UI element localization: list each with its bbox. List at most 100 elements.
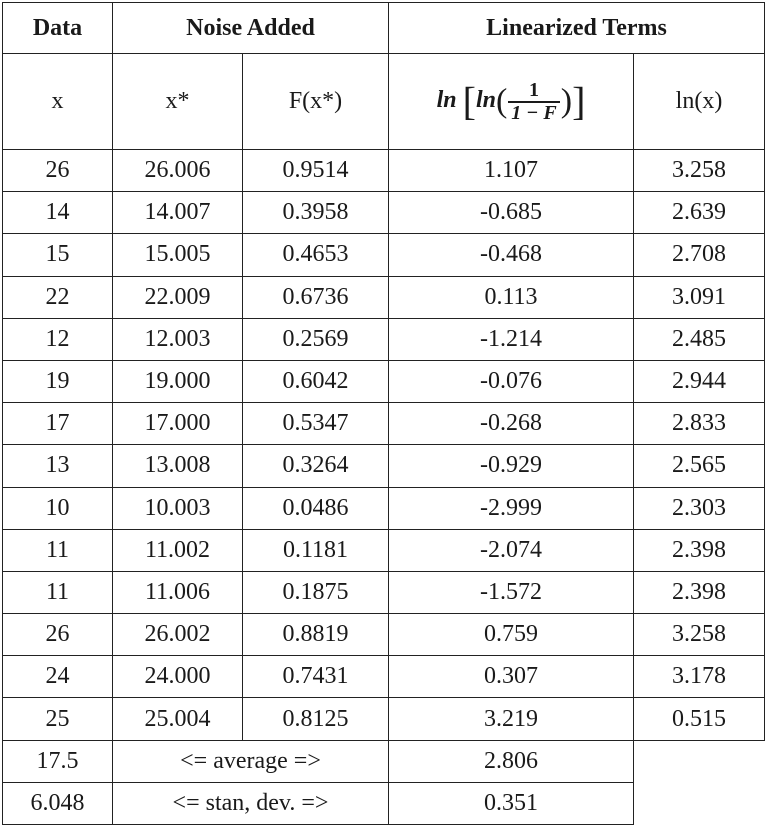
cell-f-x-star: 0.8125: [242, 697, 389, 741]
cell-lnln: -2.999: [388, 486, 634, 530]
table-row: 13 13.008 0.3264 -0.929 2.565: [2, 444, 765, 488]
cell-x: 25: [2, 697, 113, 741]
cell-lnln: 0.307: [388, 655, 634, 699]
cell-x: 12: [2, 317, 113, 361]
cell-ln-x: 2.708: [633, 233, 765, 277]
subheader-x-star: x*: [112, 53, 243, 150]
cell-x: 10: [2, 486, 113, 530]
table-row: 17 17.000 0.5347 -0.268 2.833: [2, 402, 765, 446]
cell-ln-x: 0.515: [633, 697, 765, 741]
cell-f-x-star: 0.3958: [242, 191, 389, 235]
header-linearized-terms: Linearized Terms: [388, 2, 765, 54]
cell-ln-x: 2.398: [633, 570, 765, 615]
cell-f-x-star: 0.3264: [242, 444, 389, 488]
table-row: 12 12.003 0.2569 -1.214 2.485: [2, 317, 765, 361]
table-row: 24 24.000 0.7431 0.307 3.178: [2, 655, 765, 699]
cell-lnln: -1.214: [388, 317, 634, 361]
subheader-f-x-star: F(x*): [242, 53, 389, 150]
average-result: 2.806: [388, 739, 634, 783]
cell-f-x-star: 0.9514: [242, 148, 389, 193]
cell-lnln: -0.468: [388, 233, 634, 277]
cell-f-x-star: 0.5347: [242, 402, 389, 446]
cell-lnln: -0.929: [388, 444, 634, 488]
cell-lnln: -1.572: [388, 570, 634, 615]
subheader-x: x: [2, 53, 113, 150]
average-label: <= average =>: [112, 739, 389, 783]
cell-f-x-star: 0.1181: [242, 528, 389, 572]
cell-f-x-star: 0.6736: [242, 275, 389, 319]
cell-x-star: 11.002: [112, 528, 243, 572]
table-row: 22 22.009 0.6736 0.113 3.091: [2, 275, 765, 319]
cell-ln-x: 2.944: [633, 359, 765, 404]
cell-x-star: 26.002: [112, 613, 243, 657]
cell-ln-x: 3.258: [633, 148, 765, 193]
cell-f-x-star: 0.7431: [242, 655, 389, 699]
cell-x-star: 10.003: [112, 486, 243, 530]
cell-x-star: 15.005: [112, 233, 243, 277]
formula-outer-ln: ln: [436, 87, 457, 114]
table-row: 15 15.005 0.4653 -0.468 2.708: [2, 233, 765, 277]
stdev-result: 0.351: [388, 781, 634, 826]
cell-x-star: 26.006: [112, 148, 243, 193]
subheader-formula: ln [ln(1 1 − F)]: [388, 53, 634, 150]
cell-ln-x: 2.639: [633, 191, 765, 235]
cell-x-star: 11.006: [112, 570, 243, 615]
formula-denominator: 1 − F: [511, 101, 557, 124]
cell-x-star: 19.000: [112, 359, 243, 404]
cell-x: 11: [2, 528, 113, 572]
cell-f-x-star: 0.2569: [242, 317, 389, 361]
cell-lnln: -0.076: [388, 359, 634, 404]
cell-ln-x: 2.833: [633, 402, 765, 446]
formula-numerator: 1: [508, 79, 560, 103]
summary-row-stdev: 6.048 <= stan, dev. => 0.351: [2, 781, 765, 826]
cell-x: 13: [2, 444, 113, 488]
cell-x: 26: [2, 613, 113, 657]
subheader-ln-x: ln(x): [633, 53, 765, 150]
blank-cell: [634, 782, 765, 824]
cell-ln-x: 3.258: [633, 613, 765, 657]
table-row: 19 19.000 0.6042 -0.076 2.944: [2, 359, 765, 404]
cell-x: 14: [2, 191, 113, 235]
cell-x-star: 12.003: [112, 317, 243, 361]
cell-x-star: 25.004: [112, 697, 243, 741]
cell-f-x-star: 0.1875: [242, 570, 389, 615]
table-row: 26 26.002 0.8819 0.759 3.258: [2, 613, 765, 657]
cell-lnln: -0.268: [388, 402, 634, 446]
header-noise-added: Noise Added: [112, 2, 389, 54]
cell-x: 15: [2, 233, 113, 277]
cell-x-star: 13.008: [112, 444, 243, 488]
blank-cell: [634, 740, 765, 782]
cell-f-x-star: 0.4653: [242, 233, 389, 277]
cell-ln-x: 2.485: [633, 317, 765, 361]
average-value: 17.5: [2, 739, 113, 783]
table-row: 26 26.006 0.9514 1.107 3.258: [2, 148, 765, 193]
formula-inner-ln: ln: [475, 87, 496, 114]
cell-lnln: 1.107: [388, 148, 634, 193]
cell-ln-x: 3.091: [633, 275, 765, 319]
cell-lnln: 0.113: [388, 275, 634, 319]
cell-ln-x: 2.398: [633, 528, 765, 572]
cell-x: 11: [2, 570, 113, 615]
group-header-row: Data Noise Added Linearized Terms: [2, 2, 765, 54]
header-data: Data: [2, 2, 113, 54]
table-row: 11 11.002 0.1181 -2.074 2.398: [2, 528, 765, 572]
cell-lnln: 0.759: [388, 613, 634, 657]
stdev-value: 6.048: [2, 781, 113, 826]
table-row: 25 25.004 0.8125 3.219 0.515: [2, 697, 765, 741]
cell-x-star: 14.007: [112, 191, 243, 235]
cell-x-star: 24.000: [112, 655, 243, 699]
cell-lnln: -0.685: [388, 191, 634, 235]
stdev-label: <= stan, dev. =>: [112, 781, 389, 826]
sub-header-row: x x* F(x*) ln [ln(1 1 − F)] ln(x): [2, 53, 765, 150]
cell-x: 26: [2, 148, 113, 193]
cell-f-x-star: 0.6042: [242, 359, 389, 404]
cell-f-x-star: 0.0486: [242, 486, 389, 530]
table-row: 10 10.003 0.0486 -2.999 2.303: [2, 486, 765, 530]
cell-lnln: -2.074: [388, 528, 634, 572]
cell-x-star: 17.000: [112, 402, 243, 446]
cell-lnln: 3.219: [388, 697, 634, 741]
cell-x: 19: [2, 359, 113, 404]
table-row: 14 14.007 0.3958 -0.685 2.639: [2, 191, 765, 235]
